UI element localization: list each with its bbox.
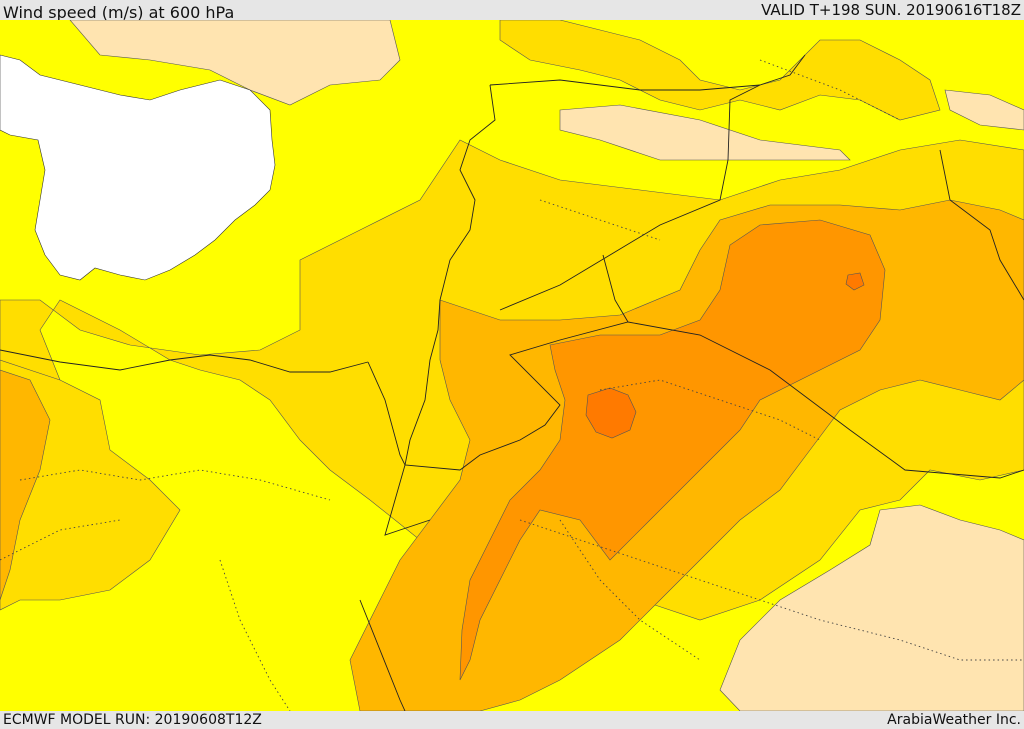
borders: [0, 54, 1024, 711]
valid-time: VALID T+198 SUN. 20190616T18Z: [761, 1, 1021, 19]
admin-borders: [0, 59, 1024, 711]
mediterranean-sea: [0, 54, 276, 281]
low-wind-east: [944, 89, 1024, 131]
band-20-25-west: [0, 369, 51, 601]
model-run: ECMWF MODEL RUN: 20190608T12Z: [3, 712, 262, 728]
footer-bar: ECMWF MODEL RUN: 20190608T12Z ArabiaWeat…: [0, 711, 1024, 729]
header-bar: Wind speed (m/s) at 600 hPa VALID T+198 …: [0, 0, 1024, 22]
band-15-20-top: [499, 20, 941, 121]
band-gt-30-core: [585, 387, 637, 439]
map-title: Wind speed (m/s) at 600 hPa: [3, 3, 235, 22]
band-gt-30-small: [845, 272, 865, 291]
wind-speed-map[interactable]: [0, 20, 1024, 711]
band-25-30: [459, 219, 886, 681]
low-wind-ne: [559, 104, 851, 161]
low-wind-se: [719, 504, 1024, 711]
credit: ArabiaWeather Inc.: [887, 712, 1021, 728]
low-wind-north: [69, 20, 401, 106]
